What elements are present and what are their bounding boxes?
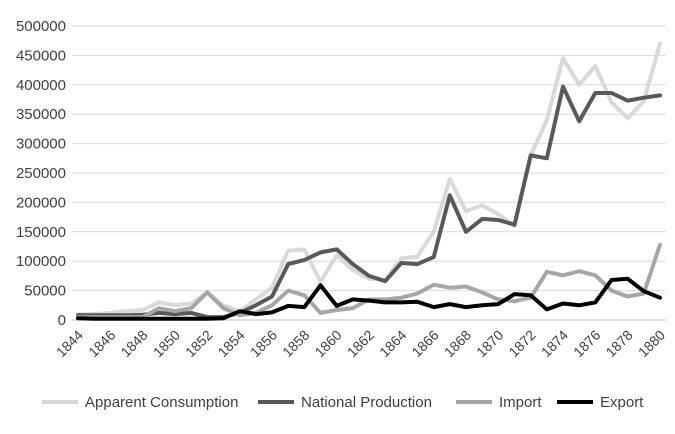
x-tick-label: 1856: [247, 327, 280, 360]
y-tick-label: 350000: [16, 106, 66, 123]
x-tick-label: 1846: [85, 327, 118, 360]
x-tick-labels: 1844184618481850185218541856185818601862…: [53, 327, 668, 360]
x-tick-label: 1864: [376, 327, 409, 360]
legend-label: Export: [600, 394, 644, 411]
y-tick-label: 50000: [24, 283, 66, 300]
series-lines: [76, 41, 662, 321]
x-tick-label: 1854: [214, 327, 247, 360]
x-tick-label: 1880: [635, 327, 668, 360]
x-tick-label: 1850: [150, 327, 183, 360]
y-tick-label: 0: [58, 312, 66, 329]
y-tick-label: 150000: [16, 224, 66, 241]
y-tick-label: 250000: [16, 165, 66, 182]
y-tick-label: 200000: [16, 194, 66, 211]
x-tick-label: 1862: [344, 327, 377, 360]
series-line-apparent-consumption: [76, 41, 662, 317]
series-line-national-production: [76, 84, 662, 320]
legend: Apparent Consumption National Production I…: [42, 394, 644, 411]
y-tick-label: 500000: [16, 18, 66, 35]
x-tick-label: 1858: [279, 327, 312, 360]
x-tick-label: 1872: [505, 327, 538, 360]
series-line-export: [76, 276, 662, 321]
x-tick-label: 1878: [602, 327, 635, 360]
x-tick-label: 1866: [408, 327, 441, 360]
x-tick-label: 1874: [538, 327, 571, 360]
y-tick-label: 450000: [16, 47, 66, 64]
legend-label: National Production: [301, 394, 432, 411]
legend-label: Apparent Consumption: [85, 394, 238, 411]
y-tick-label: 100000: [16, 253, 66, 270]
legend-label: Import: [499, 394, 542, 411]
x-tick-label: 1860: [311, 327, 344, 360]
x-tick-label: 1868: [441, 327, 474, 360]
x-tick-label: 1844: [53, 327, 86, 360]
y-axis: 0 50000 100000 150000 200000 250000 300000 3500…: [16, 18, 66, 329]
y-tick-label: 300000: [16, 136, 66, 153]
x-tick-label: 1876: [570, 327, 603, 360]
x-tick-label: 1870: [473, 327, 506, 360]
x-tick-label: 1848: [117, 327, 150, 360]
gridlines: [72, 25, 666, 292]
x-tick-label: 1852: [182, 327, 215, 360]
y-tick-label: 400000: [16, 77, 66, 94]
